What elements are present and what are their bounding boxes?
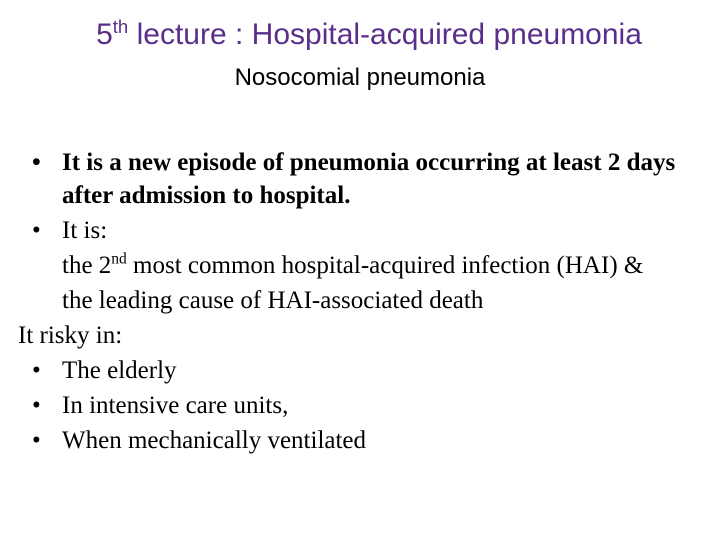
bullet-icu: In intensive care units, — [18, 389, 702, 422]
slide-subtitle: Nosocomial pneumonia — [18, 64, 702, 92]
subline-hai-pre: the 2 — [62, 252, 111, 279]
slide-body: It is a new episode of pneumonia occurri… — [18, 146, 702, 457]
subline-hai-post: most common hospital-acquired infection … — [127, 252, 644, 279]
subline-leading-cause: the leading cause of HAI-associated deat… — [18, 284, 702, 317]
bullet-it-is: It is: — [18, 214, 702, 247]
title-pre: 5 — [96, 18, 113, 51]
subline-hai-sup: nd — [111, 251, 127, 268]
subline-hai: the 2nd most common hospital-acquired in… — [18, 249, 702, 282]
title-superscript: th — [113, 16, 129, 37]
slide-title: 5th lecture : Hospital-acquired pneumoni… — [46, 16, 692, 52]
bullet-elderly: The elderly — [18, 354, 702, 387]
line-risky-in: It risky in: — [18, 319, 702, 352]
bullet-ventilated: When mechanically ventilated — [18, 424, 702, 457]
bullet-definition: It is a new episode of pneumonia occurri… — [18, 146, 702, 212]
title-post: lecture : Hospital-acquired pneumonia — [128, 18, 642, 51]
